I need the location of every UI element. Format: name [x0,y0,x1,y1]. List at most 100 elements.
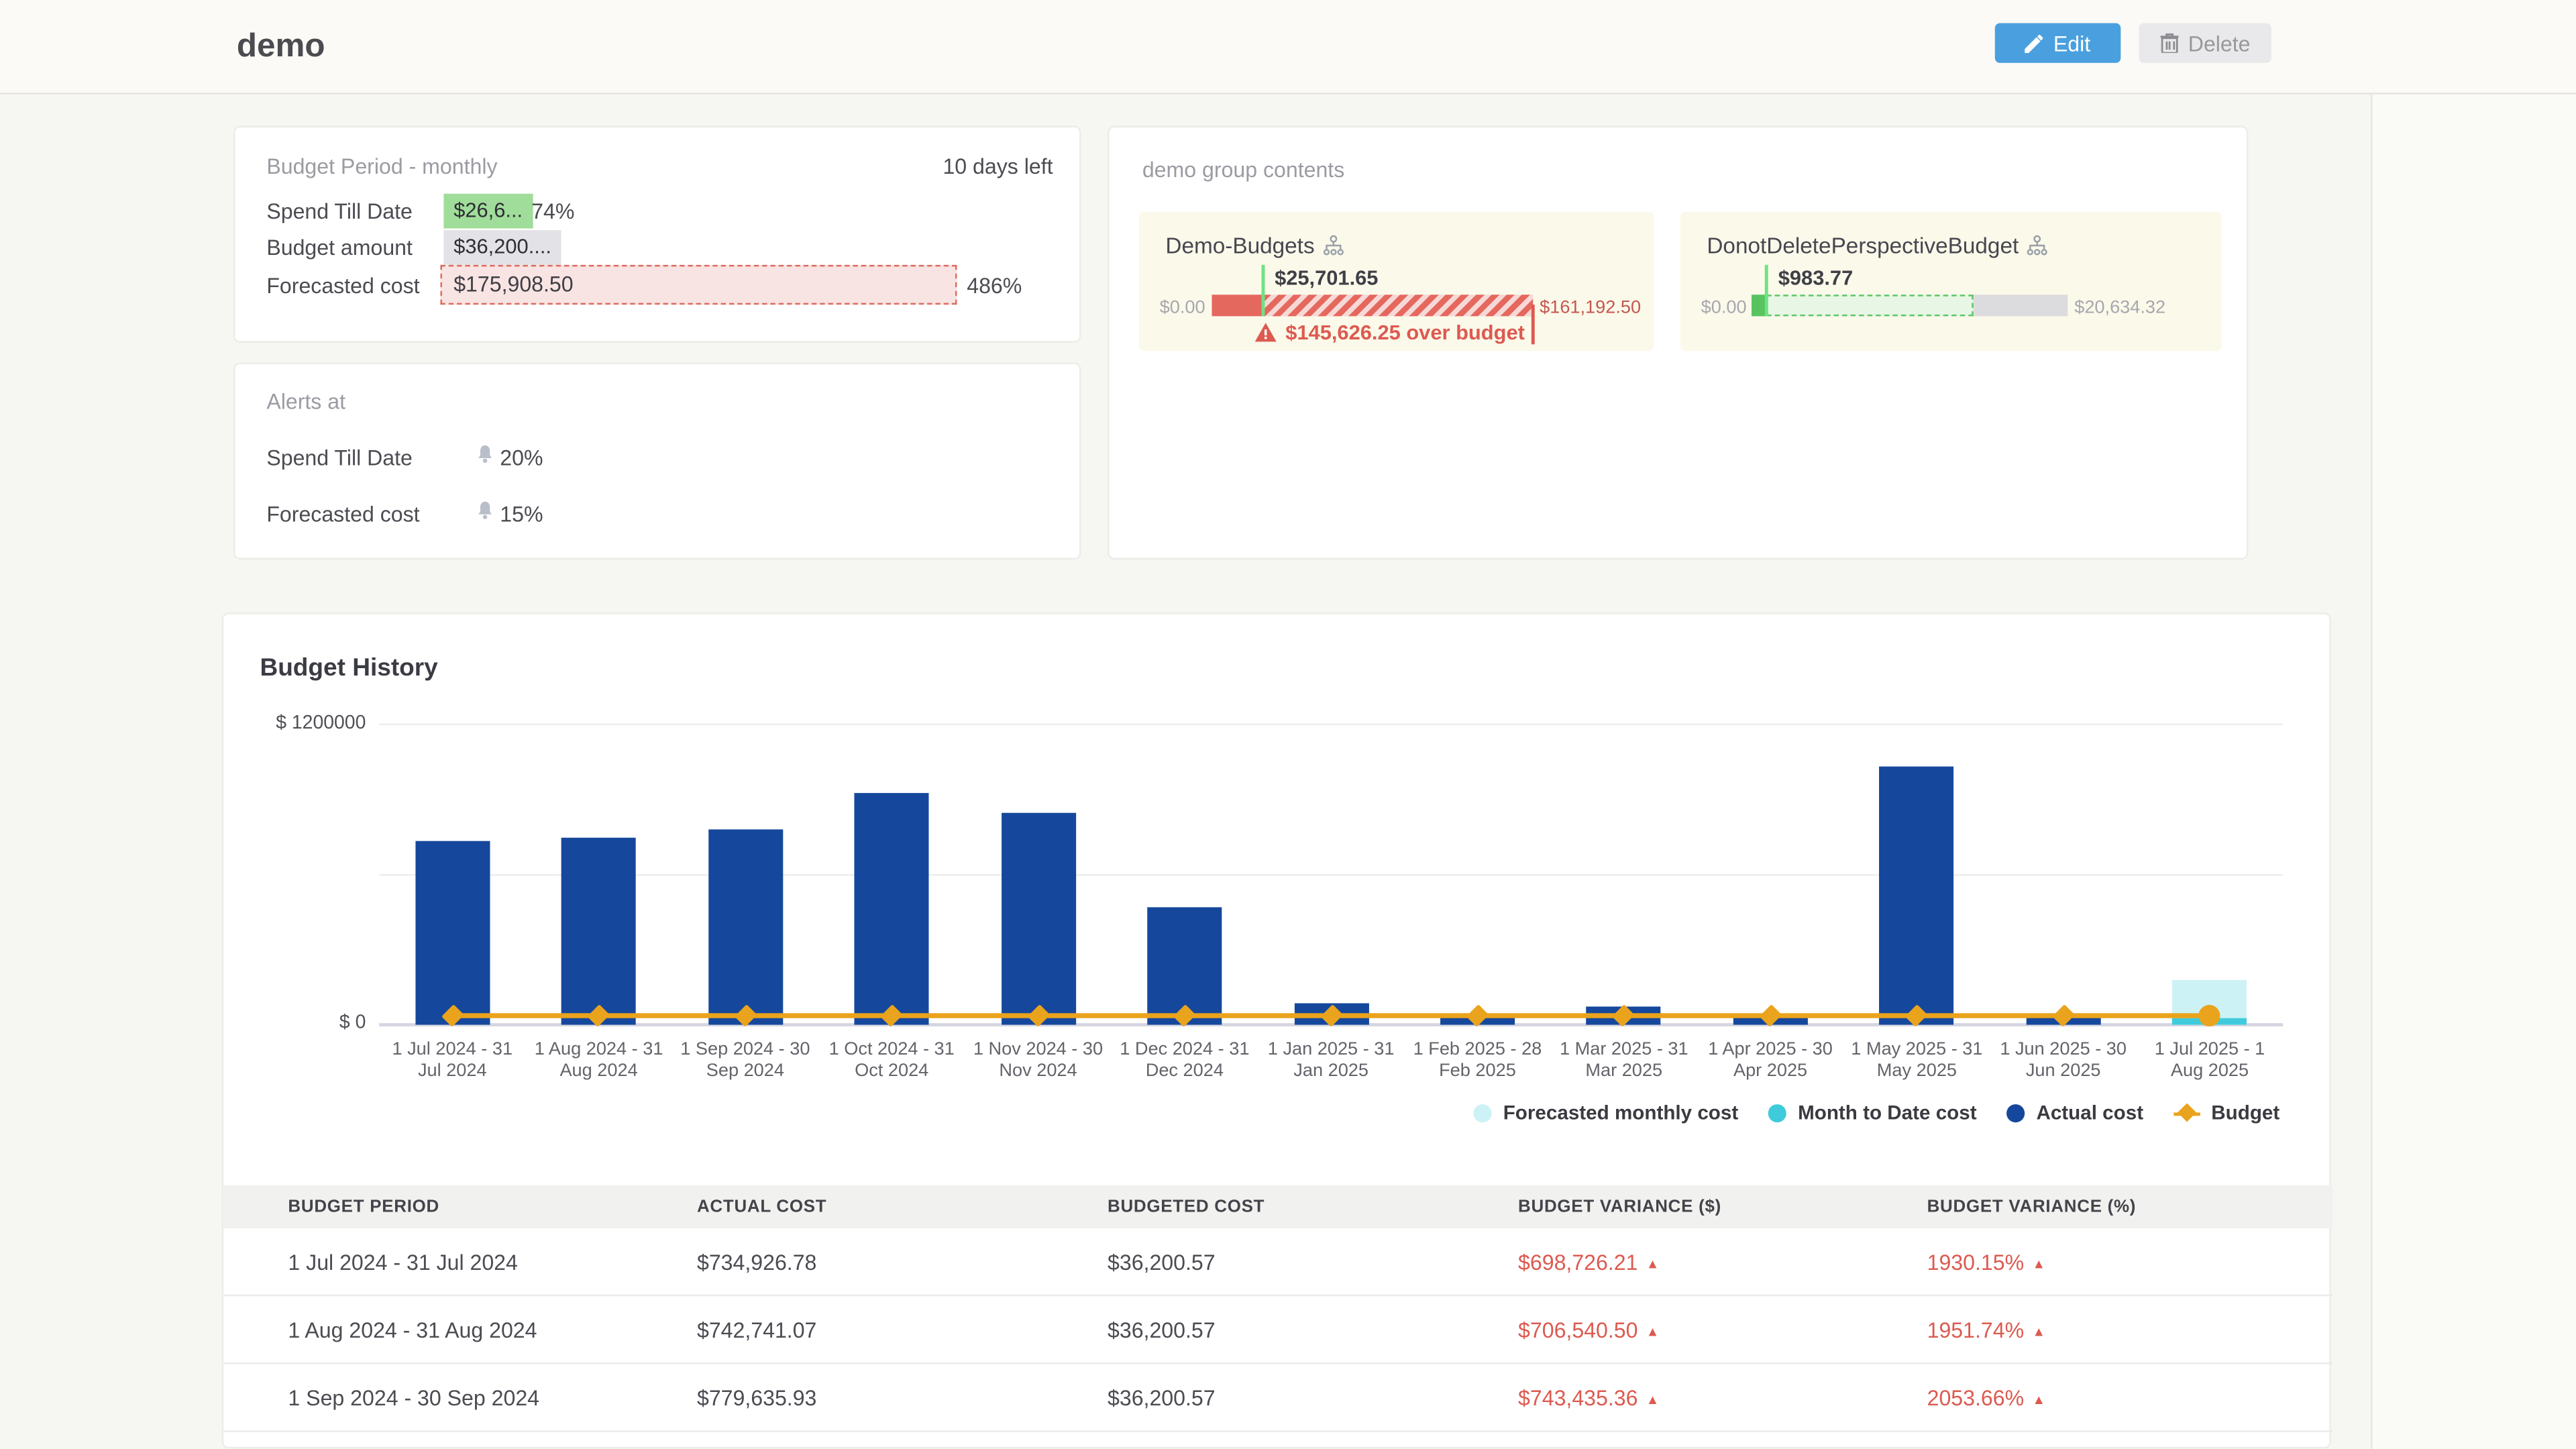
table-row: 1 Jul 2024 - 31 Jul 2024 $734,926.78 $36… [223,1228,2333,1297]
delete-button[interactable]: Delete [2139,23,2271,63]
bell-icon [475,443,495,465]
alert-forecast-label: Forecasted cost [266,501,420,527]
legend-item-forecasted[interactable]: Forecasted monthly cost [1473,1101,1738,1124]
budget-amount-label: Budget amount [266,235,413,260]
x-axis-label: 1 Dec 2024 - 31 Dec 2024 [1120,1039,1250,1081]
table-row: 1 Aug 2024 - 31 Aug 2024 $742,741.07 $36… [223,1296,2333,1364]
up-triangle-icon: ▲ [2032,1255,2046,1271]
hierarchy-icon [1323,235,1344,256]
gridline [379,723,2284,725]
up-triangle-icon: ▲ [1646,1255,1660,1271]
bell-icon [475,500,495,521]
actual-cost-bar [1879,766,1954,1025]
right-gutter [2370,94,2576,1449]
alert-spend-threshold: 20% [500,445,543,470]
up-triangle-icon: ▲ [1646,1324,1660,1339]
page-title: demo [236,28,325,65]
budget-amount-chip: $36,200.... [443,230,561,265]
child-budget-name: DonotDeletePerspectiveBudget [1707,233,2019,258]
x-axis-label: 1 Jul 2025 - 1 Aug 2025 [2154,1039,2265,1081]
over-budget-note: $145,626.25 over budget [1255,321,1525,344]
edit-button[interactable]: Edit [1994,23,2121,63]
col-variance-pct: BUDGET VARIANCE (%) [1927,1197,2137,1217]
x-axis-label: 1 Mar 2025 - 31 Mar 2025 [1559,1039,1688,1081]
legend-swatch-budget [2173,1102,2200,1122]
up-triangle-icon: ▲ [1646,1391,1660,1407]
x-axis-label: 1 Feb 2025 - 28 Feb 2025 [1413,1039,1542,1081]
x-axis-label: 1 Jan 2025 - 31 Jan 2025 [1267,1039,1395,1081]
x-axis-label: 1 Jun 2025 - 30 Jun 2025 [2000,1039,2127,1081]
days-left-label: 10 days left [943,154,1053,179]
legend-item-budget[interactable]: Budget [2173,1101,2279,1124]
col-variance-usd: BUDGET VARIANCE ($) [1518,1197,1722,1217]
col-actual-cost: ACTUAL COST [696,1197,827,1217]
alerts-card-title: Alerts at [266,388,346,414]
group-card-title: demo group contents [1142,157,1345,182]
budget-marker [2198,1004,2221,1027]
x-axis-label: 1 May 2025 - 31 May 2025 [1851,1039,1983,1081]
budget-bar-min-label: $0.00 [1701,298,1747,318]
over-budget-tick [1531,305,1535,345]
spend-till-date-chip: $26,6... [443,193,533,229]
x-axis-label: 1 Jul 2024 - 31 Jul 2024 [392,1039,513,1081]
actual-cost-bar [1000,812,1076,1025]
delete-button-label: Delete [2188,30,2251,56]
forecasted-cost-bar: $175,908.50 [440,264,957,305]
actual-cost-bar [708,828,783,1025]
col-budgeted-cost: BUDGETED COST [1108,1197,1265,1217]
x-axis-label: 1 Apr 2025 - 30 Apr 2025 [1708,1039,1833,1081]
budget-period-card-title: Budget Period - monthly [266,154,498,179]
table-row: 1 Sep 2024 - 30 Sep 2024 $779,635.93 $36… [223,1364,2333,1432]
chart-legend: Forecasted monthly cost Month to Date co… [1473,1101,2279,1124]
x-axis-label: 1 Nov 2024 - 30 Nov 2024 [973,1039,1104,1081]
spend-till-date-label: Spend Till Date [266,199,413,224]
x-axis-label: 1 Sep 2024 - 30 Sep 2024 [680,1039,810,1081]
child-budget-card[interactable]: Demo-Budgets $0.00 $25,701.65 $161,192.5… [1138,211,1654,352]
alert-forecast-threshold: 15% [500,501,543,527]
y-axis-tick-max: $ 1200000 [276,713,366,734]
actual-cost-bar [415,840,490,1025]
x-axis-label: 1 Aug 2024 - 31 Aug 2024 [534,1039,663,1081]
gridline [379,874,2284,876]
table-header-row: BUDGET PERIOD ACTUAL COST BUDGETED COST … [223,1185,2333,1229]
forecast-percent: 486% [967,273,1022,299]
warning-icon [1255,323,1277,343]
spend-marker-value: $983.77 [1778,266,1854,290]
up-triangle-icon: ▲ [2032,1324,2046,1339]
spend-marker-value: $25,701.65 [1275,266,1379,290]
y-axis-tick-zero: $ 0 [339,1013,366,1033]
legend-item-mtd[interactable]: Month to Date cost [1768,1101,1977,1124]
legend-swatch-actual [2006,1103,2025,1122]
up-triangle-icon: ▲ [2032,1391,2046,1407]
spend-marker-line [1764,264,1768,317]
x-axis-label: 1 Oct 2024 - 31 Oct 2024 [828,1039,955,1081]
legend-swatch-forecast [1473,1103,1492,1122]
trash-icon [2159,33,2178,53]
child-budget-card[interactable]: DonotDeletePerspectiveBudget $0.00 $983.… [1680,211,2222,352]
legend-swatch-mtd [1768,1103,1786,1122]
budget-bar-min-label: $0.00 [1159,298,1205,318]
group-contents-card: demo group contents Demo-Budgets $0.00 $… [1108,125,2249,560]
alerts-card: Alerts at Spend Till Date 20% Forecasted… [233,362,1081,560]
budget-history-table: BUDGET PERIOD ACTUAL COST BUDGETED COST … [223,1185,2333,1432]
legend-item-actual[interactable]: Actual cost [2006,1101,2143,1124]
budget-progress-bar [1752,294,2068,317]
budget-bar-max-label: $161,192.50 [1540,298,1642,318]
edit-button-label: Edit [2053,30,2091,56]
budget-history-title: Budget History [260,653,438,682]
hierarchy-icon [2027,235,2049,256]
alert-spend-label: Spend Till Date [266,445,413,470]
spend-percent: 74% [531,199,575,224]
col-budget-period: BUDGET PERIOD [288,1197,440,1217]
budget-history-card: Budget History $ 1200000 $ 0 1 Jul 2024 … [221,612,2333,1449]
budget-history-chart [379,723,2284,1027]
child-budget-name: Demo-Budgets [1165,233,1315,258]
pencil-icon [2025,34,2044,52]
budget-period-card: Budget Period - monthly 10 days left Spe… [233,125,1081,343]
budget-progress-bar [1212,294,1534,317]
actual-cost-bar [854,794,929,1025]
top-bar: demo Edit Delete [0,0,2576,95]
actual-cost-bar [561,838,637,1025]
forecasted-cost-label: Forecasted cost [266,273,420,299]
